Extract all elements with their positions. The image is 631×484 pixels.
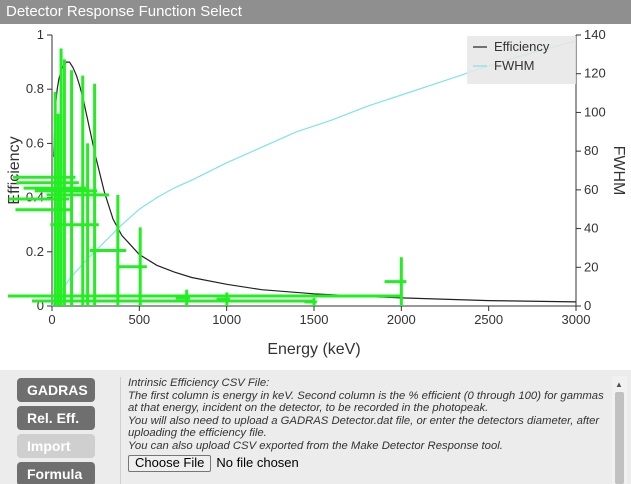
y2-tick-label: 120 bbox=[584, 66, 606, 81]
import-line-2: You will also need to upload a GADRAS De… bbox=[128, 414, 600, 440]
y-tick-label: 1 bbox=[37, 27, 44, 42]
legend-label: Efficiency bbox=[494, 39, 550, 54]
x-tick-label: 2000 bbox=[387, 312, 416, 327]
import-heading: Intrinsic Efficiency CSV File: bbox=[128, 377, 270, 389]
y2-tick-label: 0 bbox=[584, 298, 591, 313]
formula-button[interactable]: Formula bbox=[17, 462, 95, 484]
legend-label: FWHM bbox=[494, 58, 534, 73]
x-tick-label: 1000 bbox=[212, 312, 241, 327]
efficiency-fwhm-chart: 0 500 1000 1500 2000 2500 300000.20.40.60.8102… bbox=[6, 27, 627, 358]
legend-box bbox=[467, 36, 576, 84]
file-upload-row: Choose File No file chosen bbox=[128, 455, 610, 472]
x-tick-label: 1500 bbox=[300, 312, 329, 327]
import-button[interactable]: Import bbox=[17, 434, 95, 458]
y-tick-label: 0 bbox=[37, 298, 44, 313]
y-tick-label: 0.4 bbox=[26, 190, 44, 205]
y-tick-label: 0.6 bbox=[26, 135, 44, 150]
import-description: Intrinsic Efficiency CSV File: The first… bbox=[120, 377, 610, 484]
scrollbar-thumb[interactable] bbox=[615, 392, 624, 484]
y-axis-label: Efficiency bbox=[6, 136, 23, 204]
x-tick-label: 0 bbox=[48, 312, 55, 327]
x-axis-label: Energy (keV) bbox=[267, 341, 360, 358]
y2-axis-label: FWHM bbox=[610, 146, 627, 196]
x-tick-label: 500 bbox=[128, 312, 150, 327]
gadras-button[interactable]: GADRAS bbox=[17, 378, 95, 402]
chart-area: 0 500 1000 1500 2000 2500 3000 0 0.2 0.4 0.6 0.8 1 0 2… bbox=[0, 24, 631, 370]
y2-tick-label: 40 bbox=[584, 221, 598, 236]
vertical-scrollbar[interactable]: ▲ bbox=[612, 376, 627, 484]
lower-panel: GADRAS Rel. Eff. Import Formula Intrinsi… bbox=[0, 370, 631, 484]
y2-tick-label: 60 bbox=[584, 182, 598, 197]
x-tick-label: 2500 bbox=[474, 312, 503, 327]
import-line-1: The first column is energy in keV. Secon… bbox=[128, 389, 604, 415]
y2-tick-label: 100 bbox=[584, 104, 606, 119]
x-tick-label: 3000 bbox=[562, 312, 591, 327]
scroll-up-icon[interactable]: ▲ bbox=[615, 380, 623, 389]
y2-tick-label: 80 bbox=[584, 143, 598, 158]
import-line-3: You can also upload CSV exported from th… bbox=[128, 439, 503, 452]
y-tick-label: 0.8 bbox=[26, 81, 44, 96]
series-line-fwhm bbox=[51, 40, 577, 307]
file-status-text: No file chosen bbox=[216, 455, 299, 470]
y-tick-label: 0.2 bbox=[26, 244, 44, 259]
window-title: Detector Response Function Select bbox=[0, 0, 631, 24]
rel-eff-button[interactable]: Rel. Eff. bbox=[17, 406, 95, 430]
choose-file-button[interactable]: Choose File bbox=[128, 455, 212, 472]
y2-tick-label: 140 bbox=[584, 27, 606, 42]
y2-tick-label: 20 bbox=[584, 259, 598, 274]
